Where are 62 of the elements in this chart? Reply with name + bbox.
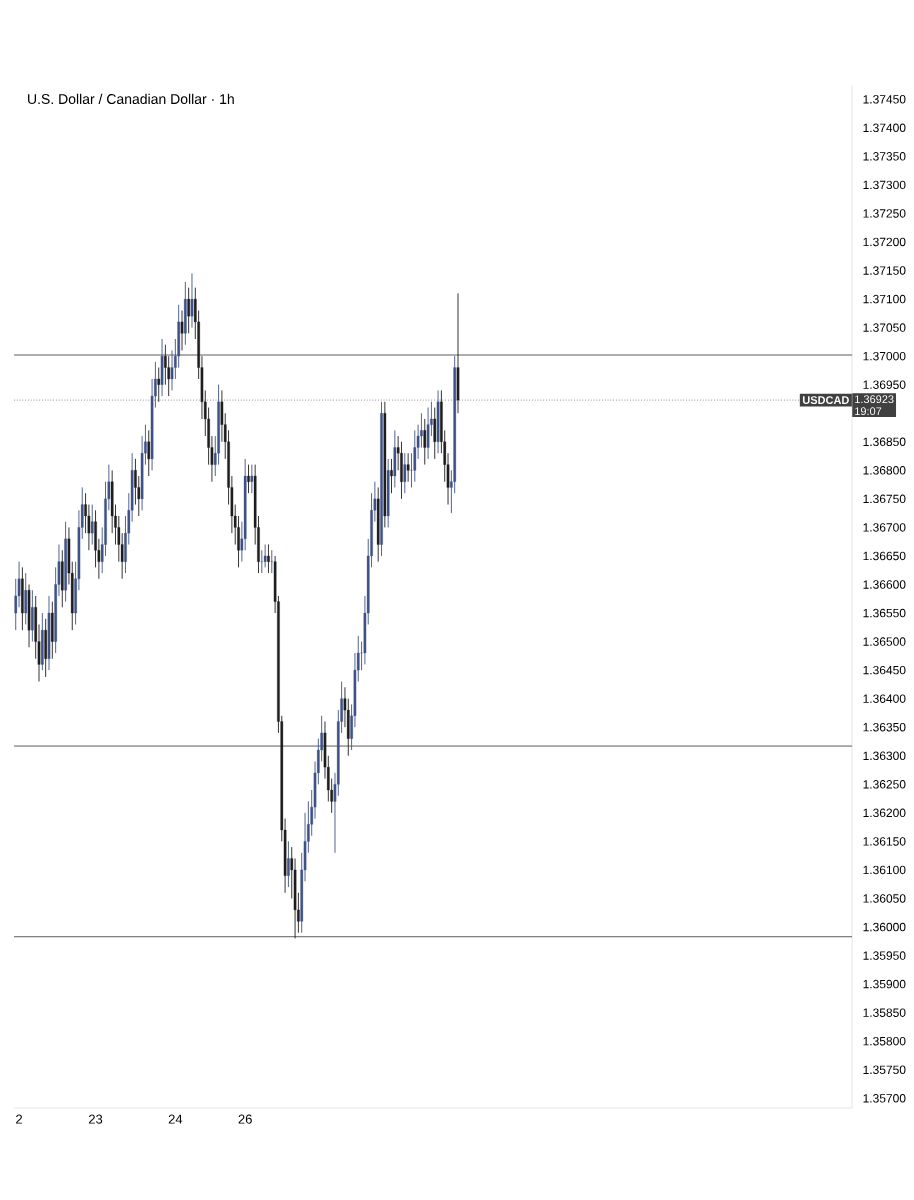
candlestick: [147, 429, 151, 477]
candlestick: [403, 452, 407, 494]
y-tick-label: 1.37050: [863, 323, 906, 332]
text: 1.36923: [855, 395, 894, 404]
y-tick-label: 1.35850: [863, 1008, 906, 1017]
y-tick-label: 1.36300: [863, 751, 906, 760]
y-tick-label: 1.35900: [863, 979, 906, 989]
candlestick: [287, 840, 290, 888]
y-tick-label: 1.36800: [863, 466, 906, 475]
y-tick-label: 1.37400: [863, 123, 906, 133]
candlestick: [406, 452, 410, 483]
y-tick-label: 1.36200: [863, 808, 906, 818]
y-tick-label: 1.36350: [863, 722, 906, 732]
candlestick: [24, 572, 27, 625]
candlestick: [433, 407, 437, 460]
y-tick-label: 1.36100: [863, 865, 906, 875]
candlestick: [90, 504, 94, 545]
y-tick-label: 1.36500: [863, 637, 906, 646]
candlestick: [270, 549, 274, 574]
text: 19:07: [855, 407, 882, 416]
y-tick-label: 1.37000: [863, 351, 906, 361]
y-tick-label: 1.37250: [863, 209, 906, 218]
y-tick-label: 1.36750: [863, 494, 906, 504]
y-tick-label: 1.37200: [863, 237, 906, 247]
y-tick-label: 1.37100: [863, 294, 906, 304]
candlestick: [247, 464, 250, 494]
y-tick-label: 1.37350: [863, 152, 906, 161]
y-tick-label: 1.36250: [863, 780, 906, 789]
ref-line-label: USDCAD: [802, 396, 849, 404]
x-tick-label: 24: [168, 1114, 183, 1124]
candlestick: [180, 310, 184, 351]
y-tick-label: 1.36000: [863, 922, 906, 932]
candlestick: [187, 287, 190, 334]
candlestick: [423, 418, 427, 466]
x-tick-label: 23: [88, 1114, 103, 1124]
y-tick-label: 1.37450: [863, 95, 906, 104]
x-tick-label: 26: [238, 1114, 252, 1124]
candlestick: [267, 544, 270, 574]
candlestick: [31, 589, 34, 643]
y-tick-label: 1.36150: [863, 837, 906, 846]
y-tick-label: 1.36050: [863, 894, 906, 903]
x-tick-label: 2: [16, 1114, 22, 1124]
chart-title: U.S. Dollar / Canadian Dollar · 1h: [28, 93, 234, 105]
y-tick-label: 1.36850: [863, 437, 906, 447]
y-tick-label: 1.36550: [863, 608, 906, 618]
y-tick-label: 1.37300: [863, 180, 906, 190]
y-tick-label: 1.36400: [863, 694, 906, 703]
y-tick-label: 1.35700: [863, 1094, 906, 1103]
y-tick-label: 1.36600: [863, 580, 906, 589]
y-tick-label: 1.36950: [863, 380, 906, 389]
y-tick-label: 1.36650: [863, 551, 906, 561]
y-tick-label: 1.36450: [863, 665, 906, 675]
y-tick-label: 1.37150: [863, 266, 906, 275]
y-tick-label: 1.35950: [863, 951, 906, 960]
candlestick: [390, 458, 393, 494]
y-tick-label: 1.36700: [863, 523, 906, 532]
y-tick-label: 1.35750: [863, 1065, 906, 1074]
candlestick: [157, 367, 161, 403]
y-tick-label: 1.35800: [863, 1036, 906, 1046]
candlestick: [413, 429, 417, 483]
candlestick: [260, 549, 264, 574]
candlestick: [190, 272, 194, 329]
